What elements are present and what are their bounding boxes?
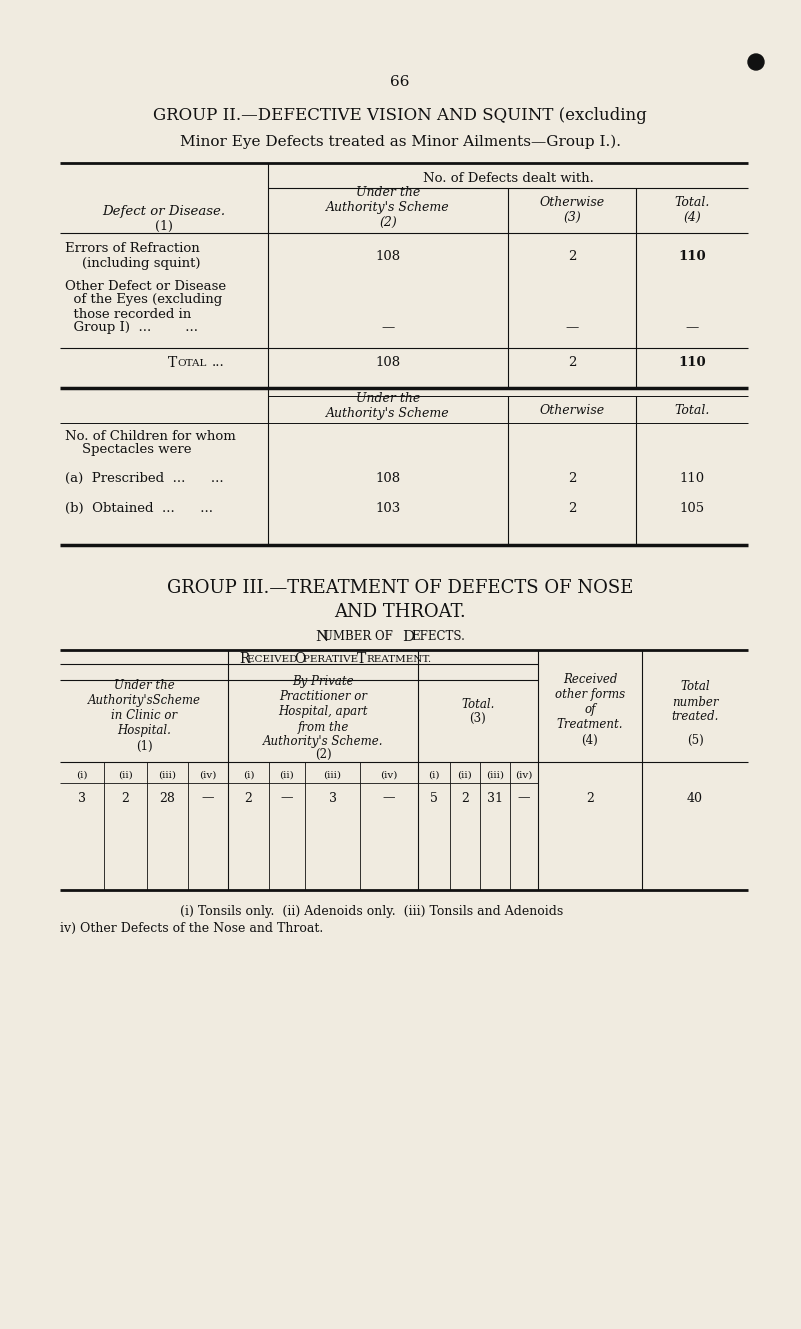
Text: PERATIVE: PERATIVE bbox=[303, 654, 361, 663]
Text: AND THROAT.: AND THROAT. bbox=[334, 603, 466, 621]
Text: —: — bbox=[517, 792, 530, 804]
Text: OTAL: OTAL bbox=[177, 359, 207, 368]
Text: Other Defect or Disease: Other Defect or Disease bbox=[65, 279, 226, 292]
Text: 108: 108 bbox=[376, 250, 400, 263]
Text: D: D bbox=[402, 630, 414, 645]
Text: 108: 108 bbox=[376, 356, 400, 369]
Text: GROUP II.—DEFECTIVE VISION AND SQUINT (excluding: GROUP II.—DEFECTIVE VISION AND SQUINT (e… bbox=[153, 106, 647, 124]
Text: 40: 40 bbox=[687, 792, 703, 804]
Text: 110: 110 bbox=[678, 356, 706, 369]
Text: By Private
Practitioner or
Hospital, apart
from the
Authority's Scheme.: By Private Practitioner or Hospital, apa… bbox=[263, 675, 383, 748]
Text: 2: 2 bbox=[244, 792, 252, 804]
Text: Total.
(4): Total. (4) bbox=[674, 195, 710, 225]
Text: ...: ... bbox=[212, 356, 225, 369]
Text: 5: 5 bbox=[430, 792, 438, 804]
Text: Total
number
treated.: Total number treated. bbox=[671, 680, 718, 723]
Text: (i): (i) bbox=[76, 771, 88, 780]
Text: (ii): (ii) bbox=[118, 771, 133, 780]
Text: 2: 2 bbox=[568, 250, 576, 263]
Text: (5): (5) bbox=[686, 734, 703, 747]
Text: (iv): (iv) bbox=[199, 771, 217, 780]
Text: (iii): (iii) bbox=[159, 771, 176, 780]
Text: 110: 110 bbox=[679, 472, 705, 485]
Text: —: — bbox=[381, 322, 395, 335]
Text: Under the
Authority's Scheme: Under the Authority's Scheme bbox=[326, 392, 450, 420]
Text: (iii): (iii) bbox=[324, 771, 341, 780]
Text: Defect or Disease.: Defect or Disease. bbox=[103, 205, 226, 218]
Text: Errors of Refraction: Errors of Refraction bbox=[65, 242, 199, 255]
Text: (1): (1) bbox=[135, 739, 152, 752]
Text: 2: 2 bbox=[568, 356, 576, 369]
Text: 103: 103 bbox=[376, 501, 400, 514]
Text: (iv): (iv) bbox=[380, 771, 397, 780]
Text: (3): (3) bbox=[469, 711, 486, 724]
Text: —: — bbox=[383, 792, 395, 804]
Text: N: N bbox=[315, 630, 328, 645]
Text: 2: 2 bbox=[568, 501, 576, 514]
Text: (including squint): (including squint) bbox=[65, 256, 200, 270]
Text: 108: 108 bbox=[376, 472, 400, 485]
Text: (4): (4) bbox=[582, 734, 598, 747]
Text: No. of Children for whom: No. of Children for whom bbox=[65, 429, 235, 443]
Text: 105: 105 bbox=[679, 501, 705, 514]
Text: Otherwise: Otherwise bbox=[539, 404, 605, 416]
Text: 2: 2 bbox=[586, 792, 594, 804]
Text: 2: 2 bbox=[122, 792, 130, 804]
Text: (ii): (ii) bbox=[457, 771, 473, 780]
Text: Under the
Authority's Scheme
(2): Under the Authority's Scheme (2) bbox=[326, 186, 450, 229]
Text: T: T bbox=[168, 356, 177, 369]
Text: R: R bbox=[239, 653, 249, 666]
Text: Otherwise
(3): Otherwise (3) bbox=[539, 195, 605, 225]
Text: 2: 2 bbox=[461, 792, 469, 804]
Text: 2: 2 bbox=[568, 472, 576, 485]
Text: 66: 66 bbox=[390, 74, 410, 89]
Circle shape bbox=[748, 54, 764, 70]
Text: T: T bbox=[357, 653, 366, 666]
Text: 3: 3 bbox=[328, 792, 336, 804]
Text: 31: 31 bbox=[487, 792, 503, 804]
Text: (2): (2) bbox=[315, 747, 332, 760]
Text: (i): (i) bbox=[243, 771, 254, 780]
Text: 110: 110 bbox=[678, 250, 706, 263]
Text: —: — bbox=[202, 792, 214, 804]
Text: 3: 3 bbox=[78, 792, 86, 804]
Text: Received
other forms
of
Treatment.: Received other forms of Treatment. bbox=[555, 672, 625, 731]
Text: (ii): (ii) bbox=[280, 771, 295, 780]
Text: Total.: Total. bbox=[674, 404, 710, 416]
Text: EFECTS.: EFECTS. bbox=[411, 630, 465, 643]
Text: (i) Tonsils only.  (ii) Adenoids only.  (iii) Tonsils and Adenoids: (i) Tonsils only. (ii) Adenoids only. (i… bbox=[180, 905, 563, 918]
Text: (iv): (iv) bbox=[515, 771, 533, 780]
Text: No. of Defects dealt with.: No. of Defects dealt with. bbox=[423, 171, 594, 185]
Text: —: — bbox=[280, 792, 293, 804]
Text: ECEIVED: ECEIVED bbox=[247, 654, 300, 663]
Text: (i): (i) bbox=[429, 771, 440, 780]
Text: UMBER OF: UMBER OF bbox=[323, 630, 396, 643]
Text: of the Eyes (excluding: of the Eyes (excluding bbox=[65, 294, 222, 307]
Text: GROUP III.—TREATMENT OF DEFECTS OF NOSE: GROUP III.—TREATMENT OF DEFECTS OF NOSE bbox=[167, 579, 633, 597]
Text: Group I)  ...        ...: Group I) ... ... bbox=[65, 322, 198, 335]
Text: Minor Eye Defects treated as Minor Ailments—Group I.).: Minor Eye Defects treated as Minor Ailme… bbox=[179, 134, 621, 149]
Text: (a)  Prescribed  ...      ...: (a) Prescribed ... ... bbox=[65, 472, 223, 485]
Text: (iii): (iii) bbox=[486, 771, 504, 780]
Text: those recorded in: those recorded in bbox=[65, 307, 191, 320]
Text: iv) Other Defects of the Nose and Throat.: iv) Other Defects of the Nose and Throat… bbox=[60, 921, 324, 934]
Text: Total.: Total. bbox=[461, 699, 495, 711]
Text: (b)  Obtained  ...      ...: (b) Obtained ... ... bbox=[65, 501, 213, 514]
Text: O: O bbox=[294, 653, 305, 666]
Text: REATMENT.: REATMENT. bbox=[366, 654, 431, 663]
Text: Spectacles were: Spectacles were bbox=[65, 444, 191, 456]
Text: (1): (1) bbox=[155, 219, 173, 233]
Text: 28: 28 bbox=[159, 792, 175, 804]
Text: —: — bbox=[686, 322, 698, 335]
Text: —: — bbox=[566, 322, 578, 335]
Text: Under the
Authority'sScheme
in Clinic or
Hospital.: Under the Authority'sScheme in Clinic or… bbox=[87, 679, 200, 738]
